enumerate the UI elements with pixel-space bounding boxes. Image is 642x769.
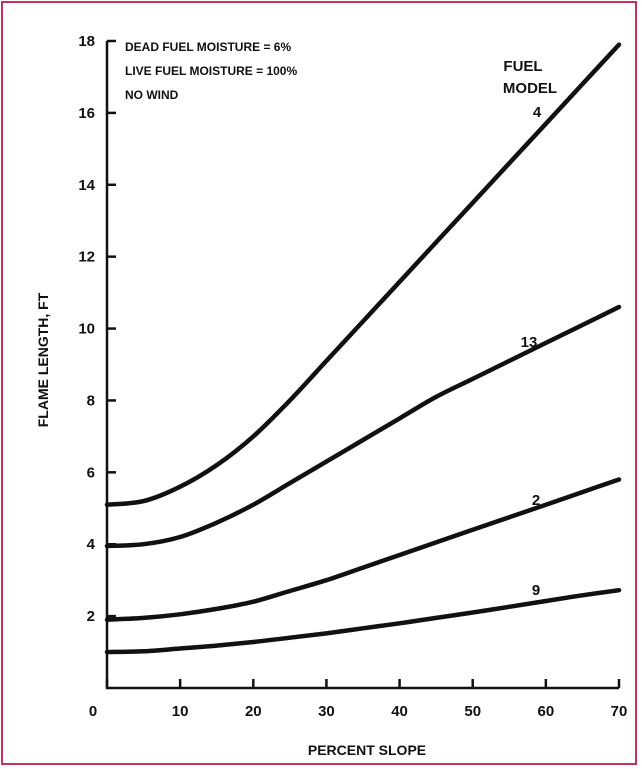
y-tick-label: 12: [78, 249, 95, 266]
axes: [105, 41, 619, 690]
legend-title-fuel: FUEL: [503, 58, 542, 75]
x-tick-label: 10: [172, 703, 189, 720]
series-label-13: 13: [521, 334, 538, 351]
x-tick-label: 20: [245, 703, 262, 720]
series-line-fuel-model-2: [104, 477, 622, 622]
y-tick-label: 18: [78, 33, 95, 50]
series-label-2: 2: [532, 492, 540, 509]
y-tick-label: 16: [78, 105, 95, 122]
x-tick-label: 40: [391, 703, 408, 720]
x-tick-label: 60: [538, 703, 555, 720]
y-tick-label: 10: [78, 321, 95, 338]
axis-lines: [105, 41, 619, 690]
x-tick-label: 30: [318, 703, 335, 720]
y-tick-label: 4: [87, 536, 96, 553]
series-label-4: 4: [533, 104, 542, 121]
y-axis-title: FLAME LENGTH, FT: [35, 292, 51, 427]
note-live-fuel-moisture: LIVE FUEL MOISTURE = 100%: [125, 64, 297, 78]
x-tick-label: 0: [89, 703, 97, 720]
series-line-fuel-model-4: [104, 42, 622, 507]
series-label-9: 9: [532, 582, 540, 599]
note-dead-fuel-moisture: DEAD FUEL MOISTURE = 6%: [125, 40, 291, 54]
legend-title-model: MODEL: [503, 80, 557, 97]
note-no-wind: NO WIND: [125, 88, 179, 102]
y-tick-label: 8: [87, 392, 95, 409]
series-layer: [104, 42, 622, 655]
x-axis-title: PERCENT SLOPE: [308, 742, 426, 758]
y-tick-label: 14: [78, 177, 95, 194]
y-tick-label: 6: [87, 464, 95, 481]
ticks: 2 4 6 8 10 12 14 16 18 0 10 20 30 40 50 60 70: [78, 33, 627, 720]
x-tick-label: 70: [611, 703, 628, 720]
y-tick-label: 2: [87, 608, 95, 625]
series-line-fuel-model-13: [104, 304, 622, 549]
x-tick-label: 50: [464, 703, 481, 720]
series-line-fuel-model-9: [104, 587, 622, 655]
